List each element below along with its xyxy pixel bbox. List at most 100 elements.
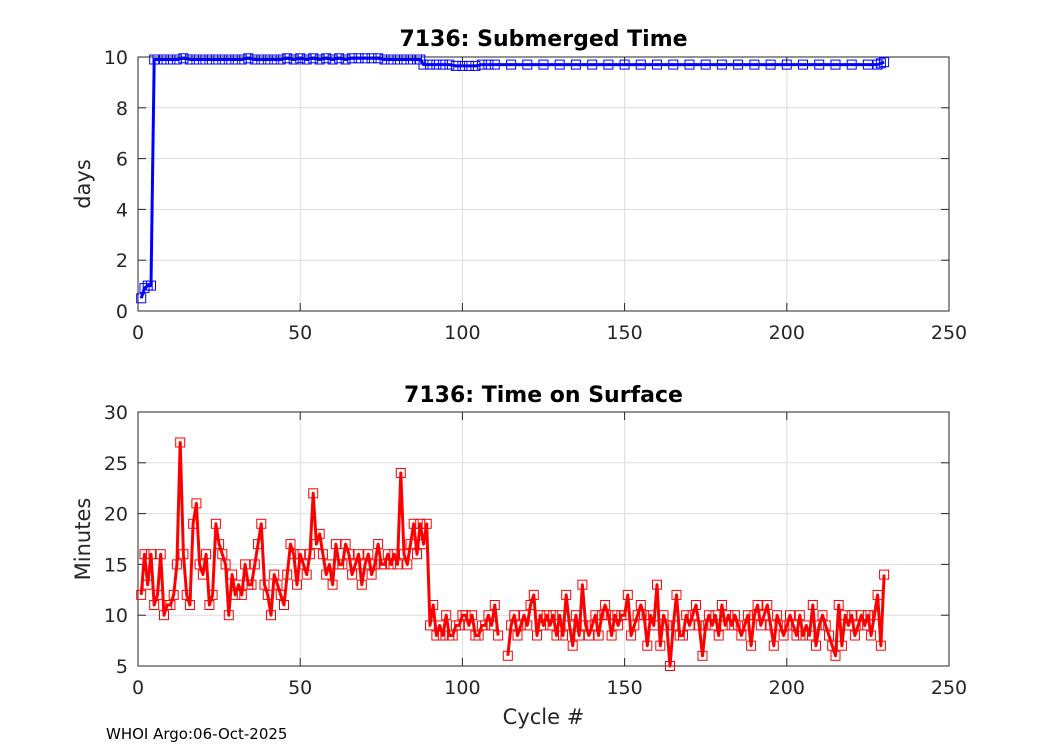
data-point-time-on-surface: [139, 549, 150, 560]
data-point-time-on-surface: [214, 539, 225, 550]
data-point-time-on-surface: [759, 610, 770, 621]
ticks-submerged-time: 0 50 100 150 200 250 0 2 4 6 8 10: [104, 47, 967, 344]
data-point-submerged-time: [392, 54, 403, 65]
data-point-time-on-surface: [716, 600, 727, 610]
data-point-time-on-surface: [765, 620, 776, 631]
data-point-submerged-time: [830, 59, 841, 70]
data-point-submerged-time: [223, 54, 234, 65]
data-point-time-on-surface: [292, 579, 302, 590]
data-point-time-on-surface: [317, 549, 328, 560]
data-point-submerged-time: [360, 53, 371, 64]
data-point-time-on-surface: [230, 589, 241, 600]
x-tick-label: 150: [606, 322, 642, 344]
data-point-time-on-surface: [798, 630, 808, 641]
data-point-time-on-surface: [635, 600, 646, 610]
data-point-time-on-surface: [184, 600, 195, 610]
y-tick-label: 10: [104, 605, 128, 627]
data-point-time-on-surface: [473, 630, 484, 641]
data-point-time-on-surface: [282, 569, 293, 580]
data-point-submerged-time: [269, 54, 280, 65]
data-point-time-on-surface: [136, 589, 147, 600]
data-point-time-on-surface: [703, 610, 714, 621]
chart-time-on-surface: 0 50 100 150 200 250 5 10 15 20 25 30 7136: Time on…: [71, 383, 967, 729]
data-point-time-on-surface: [570, 610, 581, 621]
data-point-time-on-surface: [330, 539, 341, 550]
data-point-submerged-time: [275, 54, 286, 65]
data-point-time-on-surface: [707, 620, 718, 631]
data-point-time-on-surface: [658, 610, 669, 621]
data-point-time-on-surface: [447, 630, 458, 641]
x-tick-label: 50: [288, 322, 312, 344]
data-point-time-on-surface: [373, 539, 384, 550]
data-point-time-on-surface: [600, 600, 611, 610]
data-point-submerged-time: [587, 59, 598, 70]
data-point-submerged-time: [327, 54, 338, 65]
data-point-time-on-surface: [574, 630, 585, 641]
data-point-time-on-surface: [285, 539, 296, 550]
data-point-time-on-surface: [726, 620, 737, 631]
data-point-time-on-surface: [489, 600, 500, 610]
data-point-time-on-surface: [548, 610, 559, 621]
data-point-time-on-surface: [749, 610, 760, 621]
data-point-time-on-surface: [159, 610, 169, 621]
data-point-time-on-surface: [814, 620, 825, 631]
x-tick-label: 50: [288, 677, 312, 699]
data-point-time-on-surface: [149, 600, 160, 610]
data-point-submerged-time: [450, 60, 461, 71]
data-point-submerged-time: [798, 59, 808, 70]
data-point-time-on-surface: [626, 630, 637, 641]
data-point-time-on-surface: [227, 569, 238, 580]
data-point-time-on-surface: [415, 518, 426, 529]
data-point-time-on-surface: [577, 579, 588, 590]
data-point-time-on-surface: [869, 610, 880, 621]
data-point-time-on-surface: [165, 600, 176, 610]
data-point-submerged-time: [603, 59, 614, 70]
data-point-time-on-surface: [256, 518, 267, 529]
x-axis-label-time-on-surface: Cycle #: [503, 705, 585, 729]
data-point-submerged-time: [152, 54, 163, 65]
data-point-submerged-time: [463, 60, 474, 71]
data-point-time-on-surface: [642, 640, 653, 651]
data-point-time-on-surface: [836, 640, 847, 651]
data-point-time-on-surface: [188, 518, 199, 529]
data-point-time-on-surface: [171, 559, 182, 570]
data-point-time-on-surface: [304, 549, 315, 560]
data-point-time-on-surface: [191, 498, 202, 509]
data-point-submerged-time: [749, 59, 760, 70]
y-tick-label: 20: [104, 504, 128, 526]
data-point-submerged-time: [314, 54, 325, 65]
data-point-time-on-surface: [275, 589, 286, 600]
data-point-time-on-surface: [567, 640, 578, 651]
data-point-submerged-time: [146, 280, 156, 291]
data-point-submerged-time: [652, 59, 662, 70]
data-point-submerged-time: [301, 54, 312, 65]
data-point-time-on-surface: [791, 630, 802, 641]
data-point-submerged-time: [506, 59, 517, 70]
data-point-submerged-time: [197, 54, 208, 65]
data-point-time-on-surface: [596, 610, 607, 621]
data-point-time-on-surface: [794, 610, 805, 621]
data-point-submerged-time: [217, 54, 228, 65]
data-point-time-on-surface: [720, 620, 731, 631]
data-point-time-on-surface: [223, 610, 234, 621]
data-point-submerged-time: [431, 59, 442, 70]
data-point-submerged-time: [879, 57, 890, 68]
data-point-time-on-surface: [382, 549, 393, 560]
data-point-time-on-surface: [687, 610, 698, 621]
data-point-time-on-surface: [236, 589, 247, 600]
plot-area-submerged-time: [137, 56, 950, 312]
data-point-time-on-surface: [820, 620, 831, 631]
data-point-time-on-surface: [379, 559, 390, 570]
y-tick-label: 10: [104, 47, 128, 69]
data-point-time-on-surface: [506, 620, 517, 631]
data-point-time-on-surface: [545, 620, 555, 631]
data-point-time-on-surface: [827, 640, 838, 651]
data-point-submerged-time: [765, 59, 776, 70]
data-point-time-on-surface: [220, 559, 231, 570]
data-point-time-on-surface: [678, 630, 688, 641]
data-point-time-on-surface: [194, 559, 205, 570]
data-point-time-on-surface: [772, 610, 783, 621]
data-point-time-on-surface: [840, 610, 851, 621]
data-point-submerged-time: [334, 53, 345, 64]
data-point-time-on-surface: [590, 610, 601, 621]
